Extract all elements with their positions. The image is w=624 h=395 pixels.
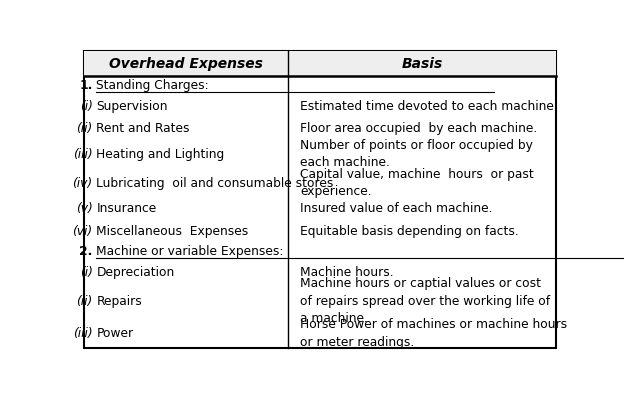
Text: Heating and Lighting: Heating and Lighting: [96, 148, 225, 161]
Text: (ii): (ii): [76, 295, 92, 308]
Text: Supervision: Supervision: [96, 100, 168, 113]
Text: Basis: Basis: [401, 56, 442, 71]
Text: Power: Power: [96, 327, 134, 340]
Text: Machine hours.: Machine hours.: [301, 266, 394, 279]
Text: Insured value of each machine.: Insured value of each machine.: [301, 202, 493, 215]
Text: Standing Charges:: Standing Charges:: [96, 79, 209, 92]
Text: Repairs: Repairs: [96, 295, 142, 308]
Text: Depreciation: Depreciation: [96, 266, 175, 279]
Text: (i): (i): [80, 100, 92, 113]
Text: (i): (i): [80, 266, 92, 279]
Text: Insurance: Insurance: [96, 202, 157, 215]
Text: 1.: 1.: [79, 79, 92, 92]
Text: 2.: 2.: [79, 245, 92, 258]
Text: (ii): (ii): [76, 122, 92, 135]
Text: (iii): (iii): [73, 148, 92, 161]
Text: Lubricating  oil and consumable stores: Lubricating oil and consumable stores: [96, 177, 334, 190]
Text: Machine or variable Expenses:: Machine or variable Expenses:: [96, 245, 284, 258]
Text: Miscellaneous  Expenses: Miscellaneous Expenses: [96, 225, 248, 238]
Text: (iii): (iii): [73, 327, 92, 340]
Text: (v): (v): [76, 202, 92, 215]
Text: Overhead Expenses: Overhead Expenses: [109, 56, 263, 71]
Text: Equitable basis depending on facts.: Equitable basis depending on facts.: [301, 225, 519, 238]
Text: (iv): (iv): [72, 177, 92, 190]
Text: Floor area occupied  by each machine.: Floor area occupied by each machine.: [301, 122, 538, 135]
Text: Capital value, machine  hours  or past
experience.: Capital value, machine hours or past exp…: [301, 168, 534, 198]
Text: Number of points or floor occupied by
each machine.: Number of points or floor occupied by ea…: [301, 139, 534, 169]
Bar: [84, 51, 556, 76]
Text: (vi): (vi): [72, 225, 92, 238]
Text: Machine hours or captial values or cost
of repairs spread over the working life : Machine hours or captial values or cost …: [301, 277, 550, 325]
Text: Estimated time devoted to each machine.: Estimated time devoted to each machine.: [301, 100, 558, 113]
Text: Horse Power of machines or machine hours
or meter readings.: Horse Power of machines or machine hours…: [301, 318, 568, 349]
Text: Rent and Rates: Rent and Rates: [96, 122, 190, 135]
